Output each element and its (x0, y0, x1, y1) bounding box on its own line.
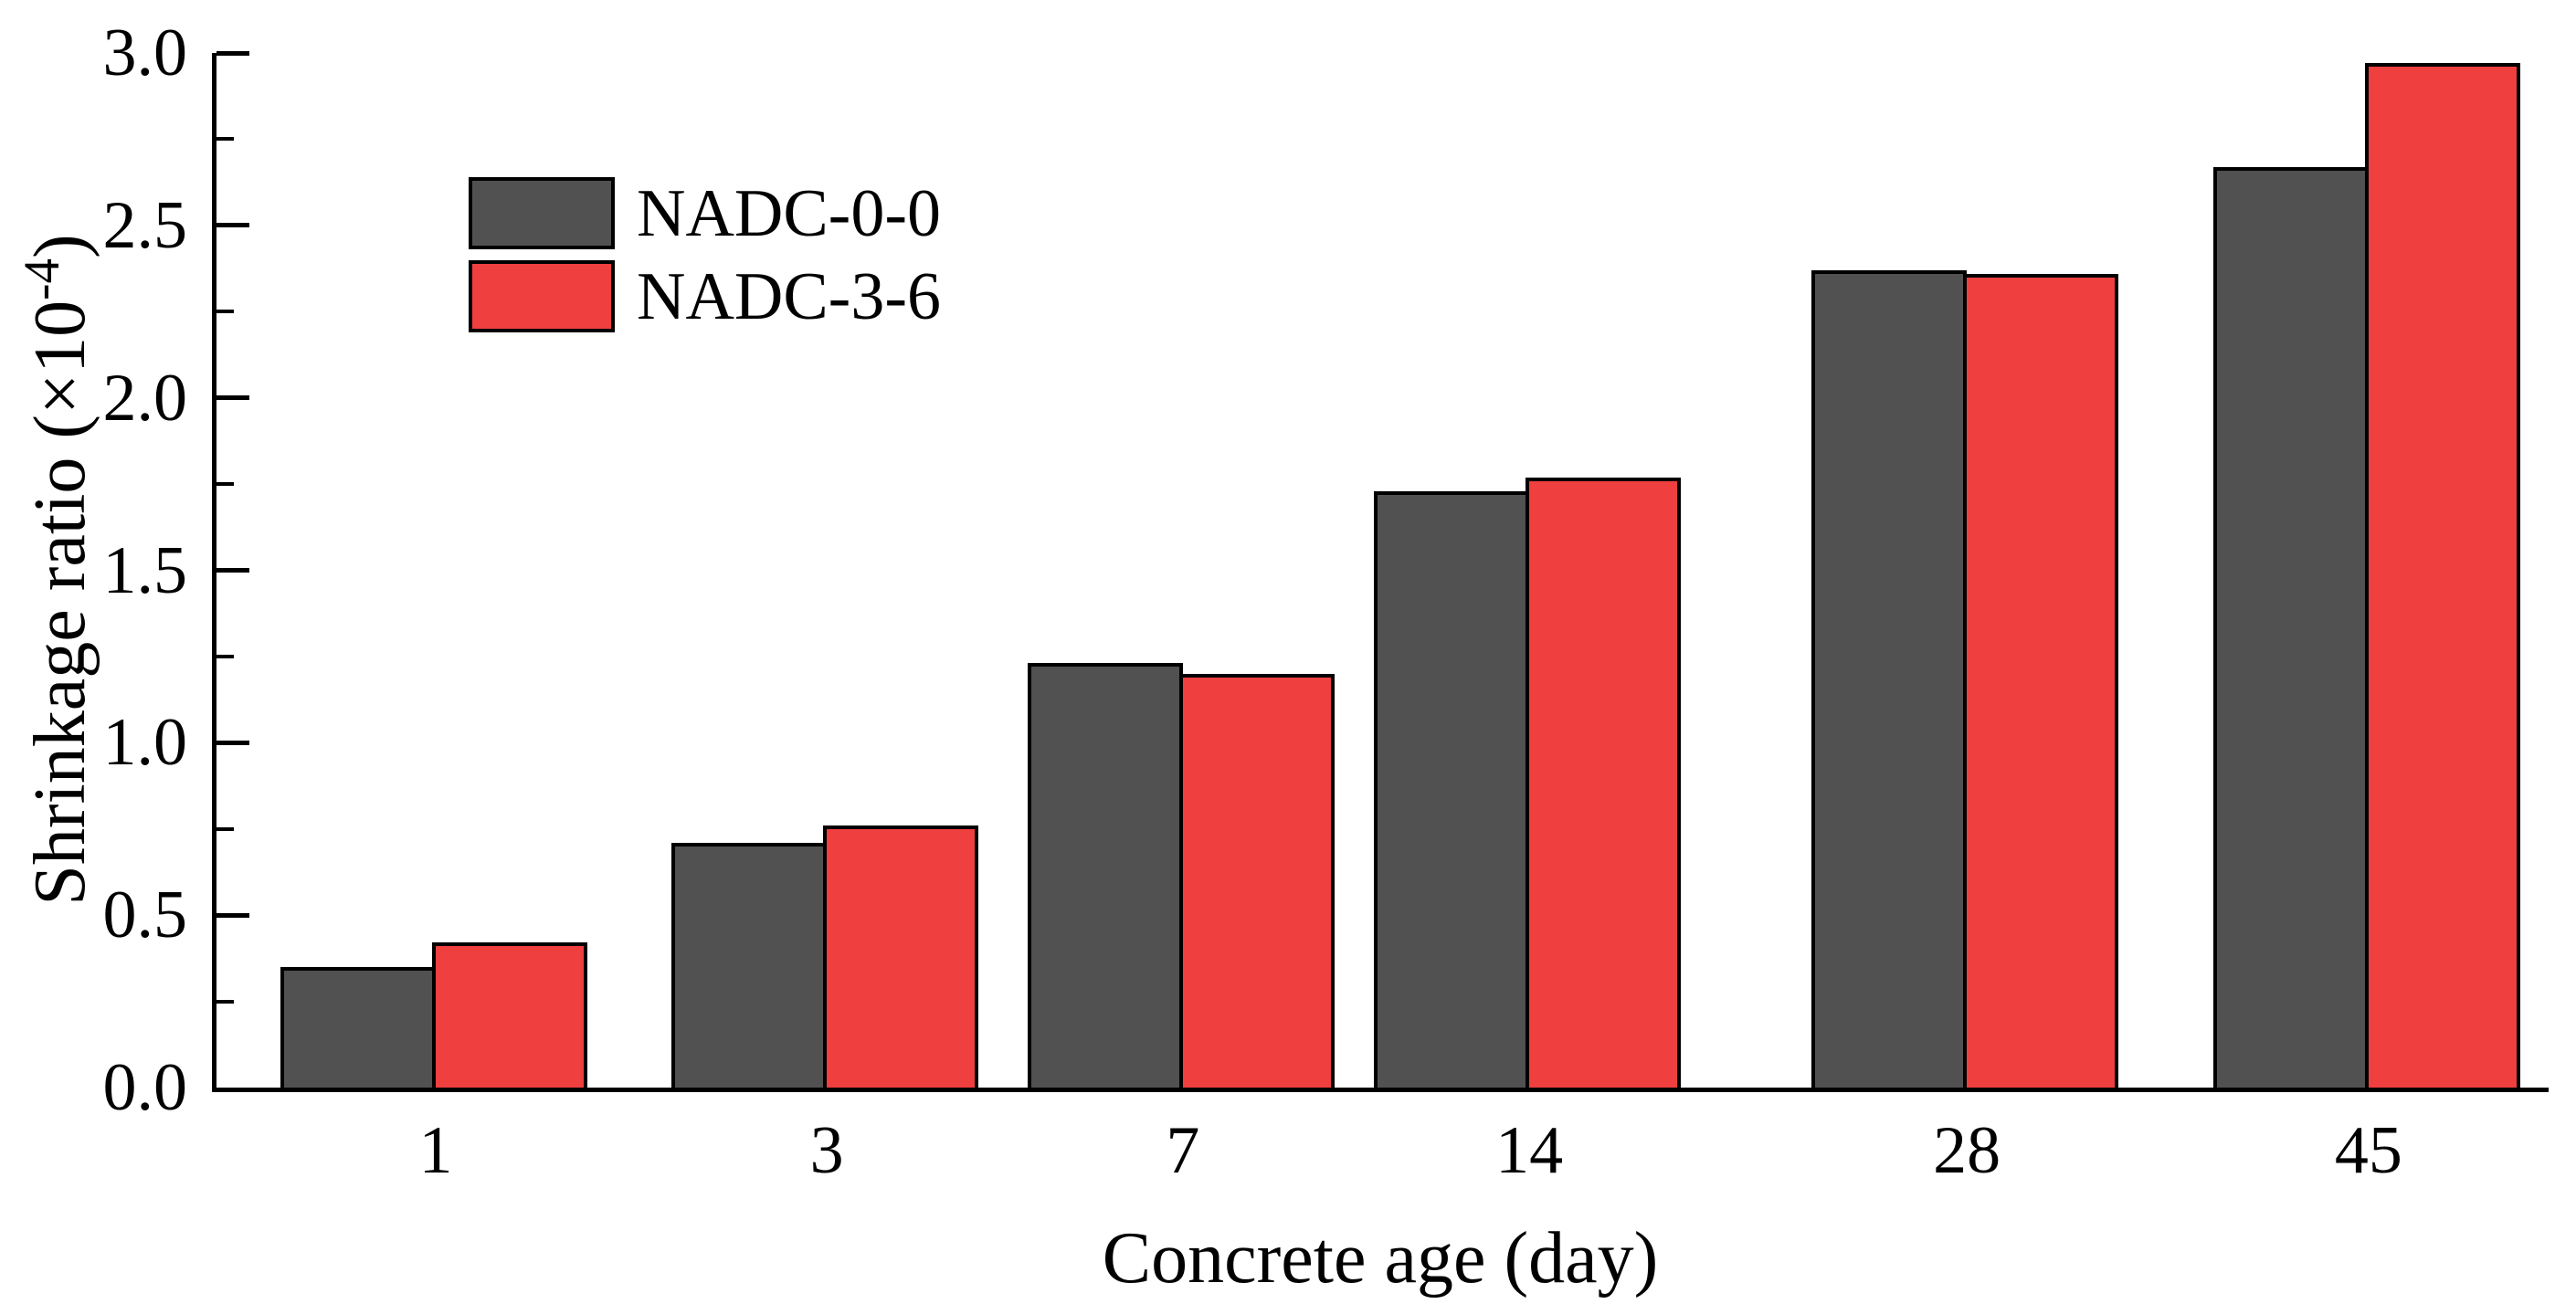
y-tick-label: 0.5 (102, 878, 188, 953)
legend: NADC-0-0 NADC-3-6 (469, 177, 941, 332)
bar-NADC-0-0-day-14 (1374, 490, 1530, 1088)
y-tick-label: 1.5 (102, 532, 188, 608)
y-major-tick (216, 223, 249, 228)
bar-NADC-3-6-day-45 (2364, 63, 2520, 1088)
y-minor-tick (216, 482, 234, 487)
x-tick-label: 7 (1166, 1113, 1200, 1188)
plot-area: 0.0 0.5 1.0 1.5 2.0 2.5 3.0 1 3 7 14 28 45 (103, 19, 2549, 1184)
legend-label: NADC-0-0 (637, 175, 941, 251)
y-axis-title-superscript: -4 (14, 258, 70, 300)
bar-NADC-3-6-day-1 (432, 942, 588, 1088)
bar-NADC-3-6-day-7 (1178, 673, 1335, 1088)
x-tick-label: 1 (418, 1113, 453, 1188)
y-major-tick (216, 50, 249, 56)
y-major-tick (216, 740, 249, 745)
y-minor-tick (216, 826, 234, 831)
bar-NADC-0-0-day-7 (1027, 663, 1183, 1088)
x-tick-label: 3 (809, 1113, 844, 1188)
bar-NADC-3-6-day-3 (823, 825, 979, 1088)
x-axis-line (212, 1088, 2549, 1092)
y-major-tick (216, 568, 249, 573)
legend-entry-NADC-0-0: NADC-0-0 (469, 177, 941, 249)
y-minor-tick (216, 999, 234, 1004)
y-major-tick (216, 912, 249, 918)
bar-NADC-3-6-day-14 (1526, 477, 1682, 1088)
legend-label: NADC-3-6 (637, 258, 941, 334)
bar-NADC-0-0-day-3 (671, 842, 828, 1088)
y-minor-tick (216, 310, 234, 314)
bar-NADC-0-0-day-1 (280, 966, 437, 1088)
x-tick-label: 28 (1933, 1113, 2001, 1188)
y-major-tick (216, 395, 249, 401)
x-axis-title: Concrete age (day) (1102, 1218, 1659, 1299)
x-tick-label: 45 (2334, 1113, 2402, 1188)
y-tick-label: 3.0 (102, 16, 188, 90)
legend-swatch-NADC-3-6 (469, 260, 615, 332)
y-tick-label: 0.0 (102, 1050, 188, 1125)
bar-NADC-0-0-day-28 (1811, 269, 1968, 1088)
legend-swatch-NADC-0-0 (469, 177, 615, 249)
bar-NADC-3-6-day-28 (1963, 273, 2119, 1088)
y-tick-label: 2.0 (102, 360, 188, 436)
y-tick-label: 2.5 (102, 187, 188, 263)
y-axis-line (212, 53, 216, 1092)
y-minor-tick (216, 654, 234, 658)
y-tick-label: 1.0 (102, 705, 188, 781)
legend-entry-NADC-3-6: NADC-3-6 (469, 260, 941, 332)
bar-NADC-0-0-day-45 (2212, 166, 2369, 1088)
x-tick-label: 14 (1495, 1113, 1564, 1188)
y-minor-tick (216, 137, 234, 142)
